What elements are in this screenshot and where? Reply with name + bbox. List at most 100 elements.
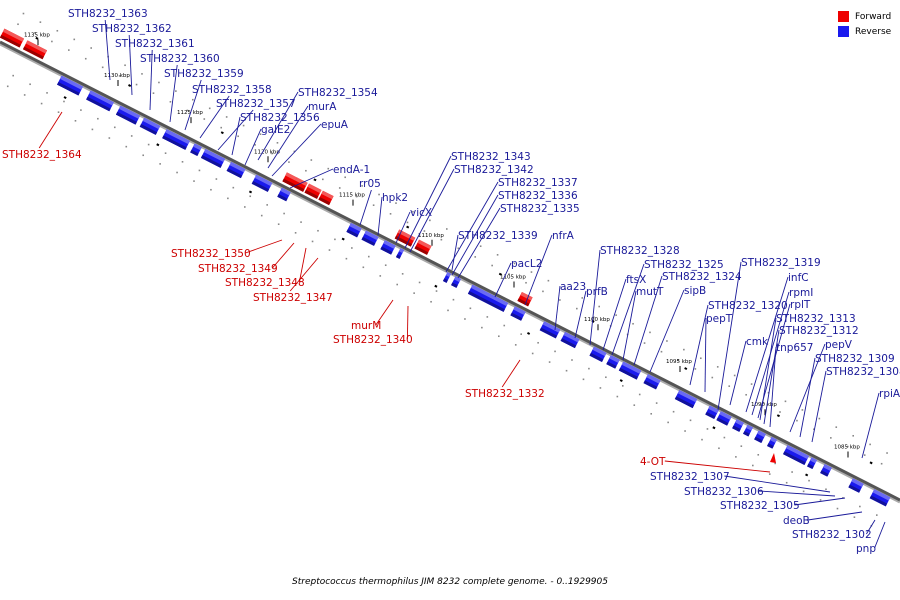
track-tick	[660, 350, 663, 353]
gene-box-highlight	[520, 291, 533, 301]
track-tick	[40, 102, 43, 105]
leader-line	[267, 105, 309, 169]
gene-box-shade	[560, 338, 577, 349]
track-tick	[125, 145, 128, 148]
track-tick	[440, 238, 443, 241]
gene-box-shade	[380, 246, 393, 255]
track-tick	[632, 322, 634, 325]
gene-box	[86, 90, 114, 112]
gene-feature-forward	[282, 172, 298, 187]
track-tick	[169, 100, 172, 103]
track-tick	[124, 64, 126, 67]
gene-feature-reverse	[190, 143, 202, 157]
track-tick	[208, 107, 211, 110]
gene-label: STH8232_1354	[298, 87, 378, 99]
leader-line	[717, 261, 742, 411]
track-tick	[293, 150, 296, 153]
track-tick	[351, 247, 353, 249]
gene-label: murA	[308, 101, 337, 113]
track-tick	[423, 230, 426, 232]
gene-box	[674, 390, 698, 409]
track-tick	[152, 92, 155, 94]
track-tick	[655, 402, 658, 404]
track-tick	[684, 430, 686, 432]
track-tick	[571, 359, 573, 361]
gene-box-highlight	[417, 239, 432, 250]
gene-feature-reverse	[86, 90, 114, 112]
gene-label: infC	[788, 272, 809, 284]
leader-line	[633, 275, 663, 366]
track-tick	[633, 404, 636, 406]
gene-box	[539, 321, 561, 339]
gene-box-shade	[467, 291, 505, 312]
gene-label: STH8232_1342	[454, 164, 534, 176]
track-tick	[875, 514, 878, 516]
track-tick	[520, 333, 522, 335]
gene-label: STH8232_1306	[684, 486, 764, 498]
track-tick	[588, 367, 590, 370]
gene-label: pepV	[825, 339, 853, 351]
track-tick	[582, 378, 585, 381]
leader-line	[611, 263, 645, 356]
gene-box-highlight	[757, 430, 766, 438]
gene-box-highlight	[280, 187, 291, 196]
track-tick	[677, 359, 680, 362]
gene-box-shade	[783, 451, 806, 465]
gene-label: STH8232_1357	[216, 98, 296, 110]
gene-box-shade	[226, 168, 243, 179]
track-tick	[699, 357, 702, 360]
major-tick	[434, 284, 438, 288]
track-tick	[63, 100, 65, 103]
track-tick	[880, 462, 883, 465]
track-tick	[260, 214, 263, 217]
track-tick	[835, 426, 838, 428]
track-tick	[345, 257, 348, 260]
track-tick	[191, 98, 194, 101]
gene-box-highlight	[823, 464, 832, 471]
leader-line	[501, 359, 521, 388]
track-tick	[6, 85, 9, 88]
legend-item-reverse: Reverse	[838, 24, 891, 39]
leader-line	[602, 278, 627, 351]
genome-backbone	[0, 40, 900, 504]
scale-label: 1105 kbp	[500, 274, 526, 280]
gene-box-highlight	[646, 374, 661, 384]
track-tick	[819, 499, 822, 501]
gene-box-highlight	[851, 478, 864, 487]
gene-box	[57, 75, 83, 96]
gene-box-highlight	[193, 143, 202, 151]
gene-feature-reverse	[560, 331, 580, 349]
leader-line	[763, 329, 780, 425]
track-tick	[164, 152, 167, 154]
gene-label: STH8232_1302	[792, 529, 872, 541]
track-tick	[457, 247, 460, 250]
leader-line	[811, 370, 827, 443]
major-tick	[684, 367, 688, 370]
gene-box-shade	[395, 254, 401, 259]
track-tick	[818, 417, 821, 420]
track-tick	[186, 109, 189, 112]
leader-line	[272, 242, 295, 269]
gene-box-highlight	[513, 306, 526, 315]
gene-box-shade	[361, 236, 376, 246]
leader-line	[149, 49, 153, 111]
track-tick	[513, 262, 516, 265]
major-tick	[498, 272, 502, 276]
track-tick	[514, 344, 517, 346]
track-tick	[791, 471, 793, 473]
gene-box-shade	[743, 431, 750, 437]
gene-box-highlight	[746, 424, 753, 431]
track-tick	[220, 126, 223, 129]
track-tick	[863, 454, 866, 456]
gene-box	[251, 174, 273, 192]
gene-box-shade	[539, 327, 558, 339]
gene-box-shade	[643, 380, 658, 390]
gene-label: STH8232_1309	[815, 353, 895, 365]
leader-line	[377, 196, 383, 236]
gene-box-shade	[869, 495, 888, 507]
track-tick	[193, 180, 195, 182]
gene-feature-forward	[0, 28, 25, 48]
track-tick	[474, 256, 477, 258]
gene-box-highlight	[321, 190, 334, 200]
gene-box-shade	[807, 463, 814, 470]
